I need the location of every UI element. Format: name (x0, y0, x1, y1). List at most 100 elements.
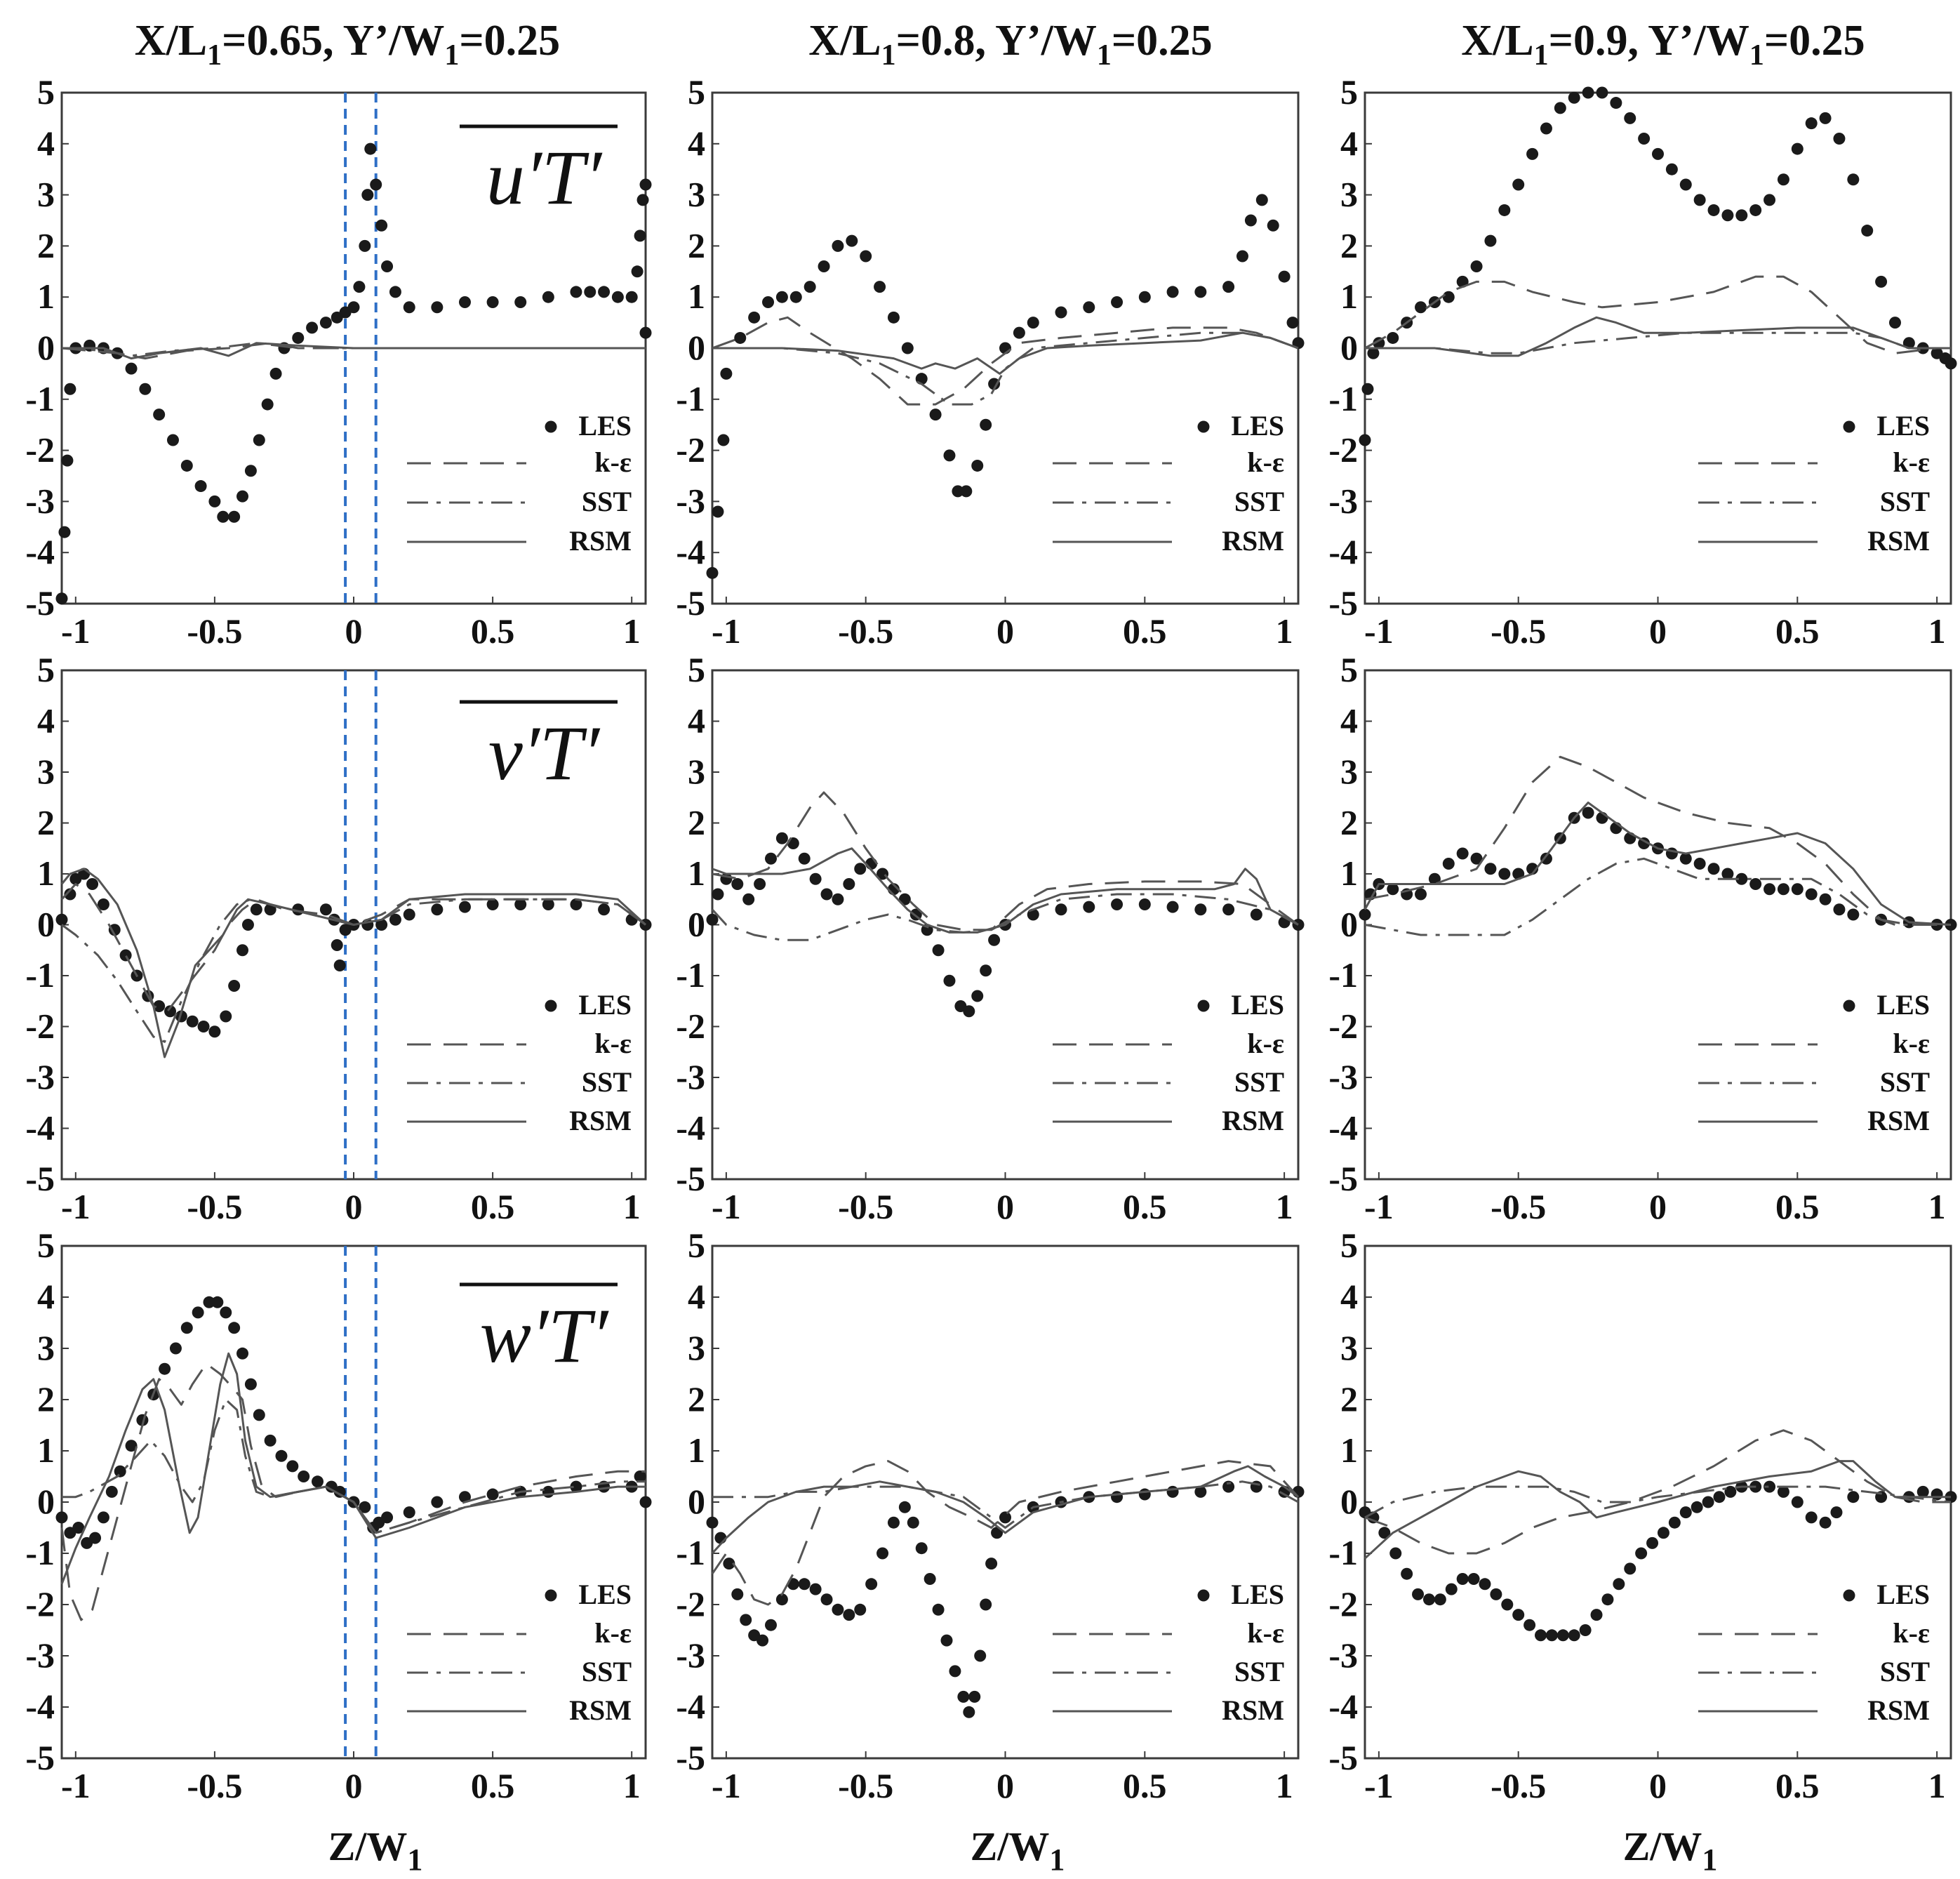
y-tick-label: 4 (688, 124, 705, 163)
les-marker (164, 1005, 177, 1018)
les-marker (570, 286, 582, 298)
les-marker (220, 1010, 232, 1023)
les-marker (907, 1516, 919, 1529)
les-marker (1791, 142, 1804, 155)
les-marker (1833, 903, 1846, 916)
les-marker (197, 1021, 210, 1033)
column-title-2: X/L1=0.8, Y’/W1=0.25 (808, 17, 1212, 72)
les-marker (1470, 260, 1483, 273)
y-tick-label: 1 (688, 277, 705, 316)
les-marker (854, 1603, 867, 1616)
les-marker (860, 250, 872, 263)
les-marker (1512, 178, 1525, 191)
les-marker (269, 367, 282, 380)
les-marker (731, 878, 744, 890)
column-title-1: X/L1=0.65, Y’/W1=0.25 (135, 17, 560, 72)
y-tick-label: -4 (1328, 1108, 1358, 1148)
les-marker (236, 490, 249, 503)
les-marker (458, 1491, 471, 1503)
les-marker (1579, 1624, 1592, 1636)
series-les-markers (55, 868, 652, 1038)
les-marker (1819, 1516, 1832, 1529)
les-marker (957, 1690, 970, 1703)
les-marker (1652, 147, 1664, 160)
legend-label: k-ε (1893, 1028, 1930, 1059)
les-marker (1635, 1547, 1648, 1560)
y-tick-label: -5 (676, 583, 705, 623)
y-tick-label: -3 (676, 481, 705, 520)
les-marker (153, 409, 166, 421)
legend: LES k-ε SST RSM (1053, 989, 1284, 1136)
les-marker (359, 1501, 371, 1513)
les-marker (261, 398, 274, 411)
quantity-label: u′T′ (486, 135, 603, 220)
y-tick-label: -2 (1328, 1584, 1358, 1624)
les-marker (1222, 281, 1235, 293)
legend-label: LES (1231, 989, 1284, 1021)
y-tick-label: -4 (1328, 1687, 1358, 1726)
y-tick-label: 3 (1340, 175, 1358, 214)
legend-label: LES (1231, 1579, 1284, 1610)
les-marker (61, 454, 74, 467)
les-marker (1111, 296, 1124, 308)
y-tick-label: 5 (1340, 1226, 1358, 1265)
les-marker (765, 852, 777, 865)
les-marker (1545, 1629, 1558, 1642)
les-marker (125, 362, 138, 375)
les-marker (306, 321, 319, 334)
legend-label: RSM (569, 1694, 632, 1726)
legend-label: SST (582, 1656, 632, 1687)
legend: LES k-ε SST RSM (1698, 1579, 1930, 1726)
les-marker (1013, 326, 1025, 339)
les-marker (1166, 901, 1179, 913)
les-marker (180, 459, 193, 472)
x-tick-label: 0.5 (1123, 1766, 1167, 1805)
y-tick-label: 3 (1340, 1328, 1358, 1367)
x-axis-labels: Z/W1 Z/W1 Z/W1 (328, 1824, 1718, 1877)
les-marker (1638, 133, 1651, 145)
les-marker (798, 852, 811, 865)
les-marker (139, 383, 152, 395)
les-marker (1387, 883, 1399, 896)
legend: LES k-ε SST RSM (1053, 1579, 1284, 1726)
les-marker (1286, 317, 1299, 329)
les-marker (1777, 1485, 1789, 1498)
series-rsm-line (712, 847, 1299, 934)
y-tick-label: 2 (1340, 803, 1358, 842)
les-marker (1601, 1593, 1614, 1606)
column-title-3: X/L1=0.9, Y’/W1=0.25 (1461, 17, 1865, 72)
y-tick-label: 1 (37, 854, 55, 893)
les-marker (1721, 209, 1734, 222)
les-marker (1412, 1588, 1425, 1600)
les-marker (153, 1000, 166, 1012)
x-tick-label: 0 (1649, 611, 1667, 651)
legend-les-marker (1843, 1000, 1855, 1012)
y-tick-label: -5 (25, 583, 55, 623)
les-marker (1083, 301, 1095, 314)
les-marker (333, 1485, 346, 1498)
les-marker (1387, 331, 1399, 344)
les-marker (625, 291, 638, 303)
les-marker (486, 1488, 499, 1501)
y-tick-label: 4 (1340, 701, 1358, 741)
y-tick-label: -2 (25, 1007, 55, 1046)
legend-label: LES (1876, 410, 1930, 441)
x-tick-label: 0.5 (1775, 611, 1820, 651)
les-marker (1721, 868, 1734, 880)
legend: LES k-ε SST RSM (1698, 410, 1930, 557)
les-marker (1535, 1629, 1547, 1642)
les-marker (1624, 1562, 1636, 1575)
les-marker (1415, 301, 1427, 314)
series-sst-line (1364, 1485, 1952, 1519)
y-tick-label: 3 (688, 752, 705, 791)
les-marker (734, 331, 747, 344)
les-marker (570, 898, 582, 910)
les-marker (789, 291, 802, 303)
les-marker (1083, 901, 1095, 913)
les-marker (1582, 806, 1594, 819)
x-tick-label: 1 (1276, 1766, 1293, 1805)
y-tick-label: 0 (688, 905, 705, 944)
les-marker (762, 296, 775, 308)
y-tick-label: 5 (688, 1226, 705, 1265)
les-marker (1945, 357, 1957, 370)
